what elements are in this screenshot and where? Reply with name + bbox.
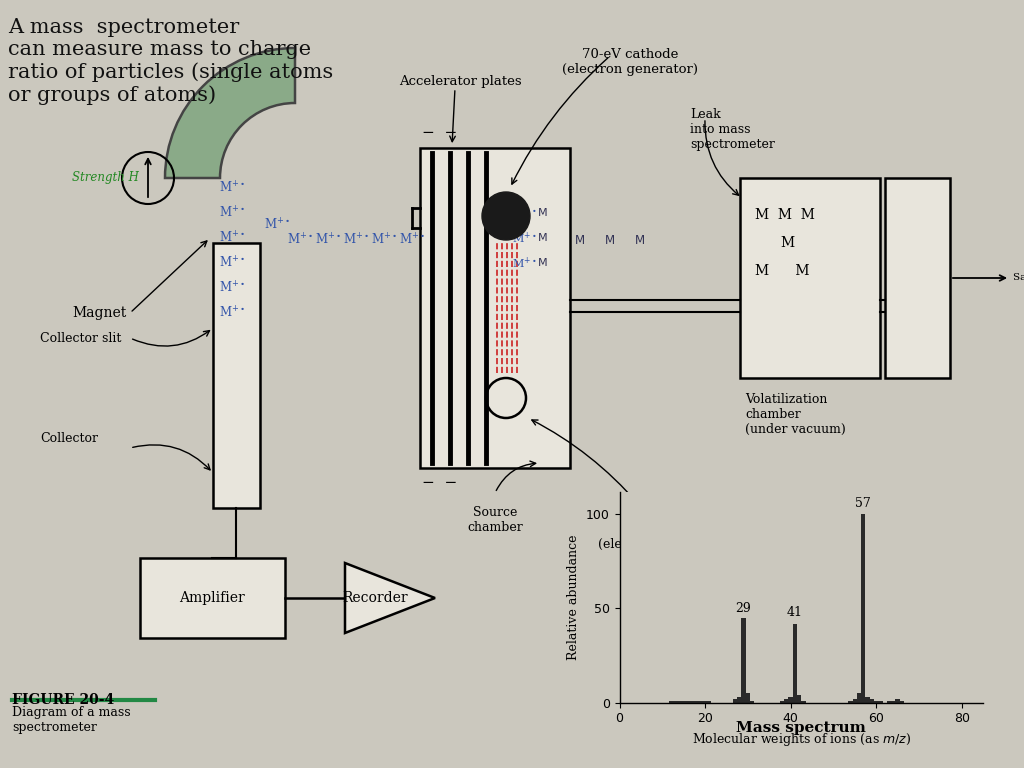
Bar [694, 701, 698, 703]
X-axis label: Molecular weights of ions (as $m/z$): Molecular weights of ions (as $m/z$) [691, 731, 911, 748]
Bar [702, 701, 708, 703]
Bar [682, 701, 686, 703]
Text: Source
chamber: Source chamber [467, 506, 523, 534]
Text: M  M  M: M M M [755, 208, 815, 222]
Text: Accelerator plates: Accelerator plates [398, 75, 521, 88]
Bar [708, 701, 712, 703]
Bar [873, 701, 879, 703]
Text: −  −: − − [422, 126, 458, 140]
Text: Mass spectrum: Mass spectrum [736, 721, 866, 735]
Bar [853, 699, 857, 703]
Text: M: M [574, 233, 585, 247]
Bar [900, 701, 904, 703]
Bar [784, 699, 788, 703]
Text: M$^{+\bullet}$: M$^{+\bullet}$ [512, 230, 538, 246]
Bar [741, 618, 745, 703]
Text: A mass  spectrometer
can measure mass to charge
ratio of particles (single atoms: A mass spectrometer can measure mass to … [8, 18, 333, 104]
Text: M$^{+\bullet}$: M$^{+\bullet}$ [219, 306, 245, 321]
Text: FIGURE 20-4: FIGURE 20-4 [12, 693, 115, 707]
Text: M: M [539, 208, 548, 218]
Text: Sample M inl: Sample M inl [1013, 273, 1024, 283]
Bar [869, 699, 874, 703]
Text: Diagram of a mass
spectrometer: Diagram of a mass spectrometer [12, 706, 131, 734]
Text: M: M [635, 233, 645, 247]
Text: M$^{+\bullet}$: M$^{+\bullet}$ [219, 180, 245, 196]
Bar [865, 697, 869, 703]
Bar [698, 701, 702, 703]
Text: M: M [539, 258, 548, 268]
Text: 41: 41 [786, 606, 803, 619]
Text: Strength H: Strength H [72, 171, 139, 184]
Text: M$^{+\bullet}$: M$^{+\bullet}$ [371, 233, 397, 247]
Text: Anode
(electron absorber): Anode (electron absorber) [598, 523, 722, 551]
Text: M: M [539, 233, 548, 243]
Bar [745, 694, 750, 703]
Bar [895, 699, 900, 703]
Text: M$^{+\bullet}$: M$^{+\bullet}$ [398, 233, 425, 247]
Text: M$^{+\bullet}$: M$^{+\bullet}$ [287, 233, 313, 247]
Bar [140, 558, 285, 638]
Text: 70-eV cathode
(electron generator): 70-eV cathode (electron generator) [562, 48, 698, 76]
Text: Volatilization
chamber
(under vacuum): Volatilization chamber (under vacuum) [745, 393, 846, 436]
Bar [891, 701, 895, 703]
Bar [686, 701, 690, 703]
Bar [848, 701, 853, 703]
Text: M$^{+\bullet}$: M$^{+\bullet}$ [343, 233, 370, 247]
Text: M$^{+\bullet}$: M$^{+\bullet}$ [219, 230, 245, 246]
Bar [885, 178, 950, 378]
Bar [690, 701, 694, 703]
Bar [788, 697, 793, 703]
Text: M: M [780, 236, 795, 250]
Bar [861, 514, 865, 703]
Bar [797, 695, 801, 703]
Wedge shape [165, 48, 295, 178]
Text: Amplifier: Amplifier [179, 591, 245, 605]
Bar [737, 697, 741, 703]
Bar [673, 701, 677, 703]
Text: Recorder: Recorder [342, 591, 408, 605]
Bar [801, 701, 806, 703]
Text: M$^{+\bullet}$: M$^{+\bullet}$ [219, 205, 245, 220]
Bar [780, 701, 784, 703]
Polygon shape [345, 563, 435, 633]
Bar [213, 243, 260, 508]
Bar [857, 694, 861, 703]
Text: Collector slit: Collector slit [40, 332, 122, 345]
Text: M      M: M M [755, 264, 810, 278]
Bar [420, 148, 570, 468]
Bar [677, 701, 682, 703]
Text: Magnet: Magnet [72, 306, 126, 320]
Bar [669, 701, 673, 703]
Text: M$^{+\bullet}$: M$^{+\bullet}$ [512, 205, 538, 220]
Circle shape [482, 192, 530, 240]
Text: M$^{+\bullet}$: M$^{+\bullet}$ [219, 255, 245, 270]
Text: M$^{+\bullet}$: M$^{+\bullet}$ [314, 233, 341, 247]
Y-axis label: Relative abundance: Relative abundance [567, 535, 581, 660]
Bar [887, 701, 891, 703]
Text: M: M [605, 233, 615, 247]
Bar [750, 701, 755, 703]
Bar [733, 699, 737, 703]
Bar [879, 701, 883, 703]
Bar [793, 624, 797, 703]
Text: Collector: Collector [40, 432, 98, 445]
Text: −  −: − − [422, 476, 458, 490]
Text: M$^{+\bullet}$: M$^{+\bullet}$ [219, 280, 245, 296]
Text: 57: 57 [855, 497, 871, 510]
Text: M$^{+\bullet}$: M$^{+\bullet}$ [512, 255, 538, 270]
Text: 29: 29 [735, 602, 752, 615]
Bar [740, 178, 880, 378]
Text: M$^{+\bullet}$: M$^{+\bullet}$ [264, 217, 290, 233]
Text: Leak
into mass
spectrometer: Leak into mass spectrometer [690, 108, 775, 151]
